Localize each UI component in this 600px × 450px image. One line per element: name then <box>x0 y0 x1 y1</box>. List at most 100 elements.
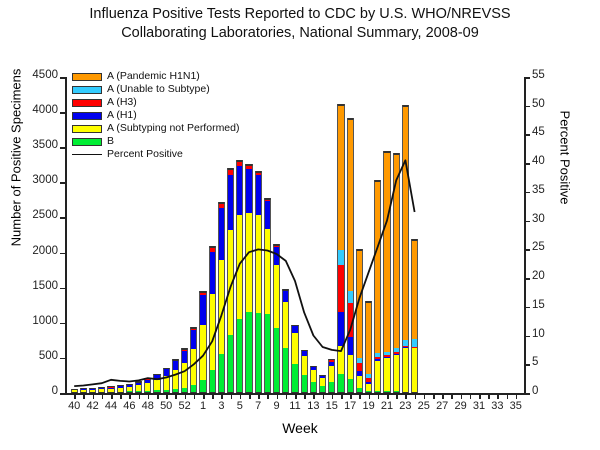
x-tick <box>368 394 371 399</box>
bar-segment <box>162 369 170 376</box>
bar-segment <box>190 329 198 349</box>
y-tick-right <box>525 364 530 366</box>
legend-item: A (Pandemic H1N1) <box>72 70 240 83</box>
x-tick-label: 7 <box>255 400 262 412</box>
bar-top-edge <box>291 324 299 326</box>
x-tick-label: 46 <box>123 400 136 412</box>
bar-top-edge <box>245 164 253 165</box>
bar-segment <box>125 391 134 393</box>
y-axis-right <box>524 77 526 394</box>
bar-top-edge <box>236 159 244 161</box>
bar <box>318 375 327 393</box>
bar <box>70 388 78 393</box>
x-tick-label: 3 <box>218 400 225 412</box>
y-tick-right-label: 15 <box>532 298 545 311</box>
bar-segment <box>383 357 391 359</box>
bar-segment <box>70 391 78 393</box>
bar-top-edge <box>217 201 226 203</box>
x-tick-label: 52 <box>178 400 191 412</box>
bar-segment <box>171 370 180 390</box>
bar <box>88 387 97 393</box>
y-tick-right <box>525 163 530 165</box>
bar-segment <box>355 357 364 363</box>
bar-segment <box>217 353 226 393</box>
bar <box>282 288 290 393</box>
x-tick <box>258 394 260 399</box>
x-tick <box>506 394 509 399</box>
x-tick <box>203 394 205 399</box>
bar-segment <box>328 360 336 362</box>
bar-top-edge <box>134 381 143 383</box>
bar-segment <box>346 119 354 292</box>
legend-swatch-icon <box>72 72 102 81</box>
bar-segment <box>88 388 97 390</box>
bar-segment <box>116 391 124 393</box>
bar-segment <box>153 375 161 380</box>
bar-segment <box>401 345 410 348</box>
y-axis-left-label: Number of Positive Specimens <box>8 68 24 247</box>
bar-segment <box>300 375 308 393</box>
bar-segment <box>383 355 391 357</box>
x-axis-label: Week <box>282 420 318 436</box>
y-tick-right <box>525 77 530 79</box>
bar-segment <box>337 345 345 375</box>
bar-segment <box>88 389 97 392</box>
bar-top-edge <box>272 244 281 246</box>
bar <box>392 153 400 393</box>
bar <box>364 301 373 393</box>
bar-segment <box>88 391 97 393</box>
bar-segment <box>245 165 253 170</box>
bar-top-edge <box>190 326 198 328</box>
bar-top-edge <box>374 180 382 182</box>
bar-segment <box>337 312 345 346</box>
bar-segment <box>392 354 400 392</box>
legend-label: A (Subtyping not Performed) <box>107 122 240 134</box>
bar <box>374 180 382 393</box>
bar-segment <box>383 358 391 392</box>
legend-swatch-icon <box>72 111 102 120</box>
bar-segment <box>245 212 253 312</box>
bar-top-edge <box>162 367 170 369</box>
x-tick <box>423 394 426 399</box>
x-tick-label: 23 <box>399 400 412 412</box>
bar-segment <box>162 375 170 390</box>
bar-segment <box>180 350 189 363</box>
bar-segment <box>180 348 189 351</box>
y-tick-right-label: 25 <box>532 241 545 254</box>
x-tick-label: 48 <box>141 400 154 412</box>
bar <box>180 347 189 393</box>
bar-segment <box>263 313 272 393</box>
x-tick <box>175 394 177 399</box>
percent-positive-polyline <box>74 159 416 387</box>
legend-item: A (Subtyping not Performed) <box>72 122 240 135</box>
bar <box>383 150 391 393</box>
bar-segment <box>199 295 207 325</box>
bar-top-edge <box>116 385 124 387</box>
bar-segment <box>374 360 382 392</box>
bar-top-edge <box>337 104 345 106</box>
bar-segment <box>199 292 207 296</box>
bar <box>401 104 410 393</box>
bar-segment <box>300 351 308 356</box>
y-tick-left <box>60 287 65 290</box>
bar-segment <box>125 384 134 387</box>
y-tick-left-label: 2500 <box>32 209 58 222</box>
bar-segment <box>392 353 400 355</box>
bar-segment <box>337 374 345 393</box>
y-tick-right <box>525 306 530 309</box>
bar-segment <box>355 362 364 372</box>
bar <box>162 367 170 393</box>
x-tick-label: 9 <box>273 400 280 412</box>
bar-segment <box>79 388 88 390</box>
x-tick <box>497 394 499 399</box>
x-tick-label: 13 <box>307 400 320 412</box>
x-tick <box>442 394 444 399</box>
bar-segment <box>383 351 391 356</box>
x-tick-label: 17 <box>344 400 357 412</box>
y-tick-left <box>60 182 65 184</box>
bar-segment <box>190 385 198 393</box>
y-tick-left <box>60 77 65 79</box>
bar-segment <box>272 245 281 247</box>
bar <box>153 373 161 393</box>
